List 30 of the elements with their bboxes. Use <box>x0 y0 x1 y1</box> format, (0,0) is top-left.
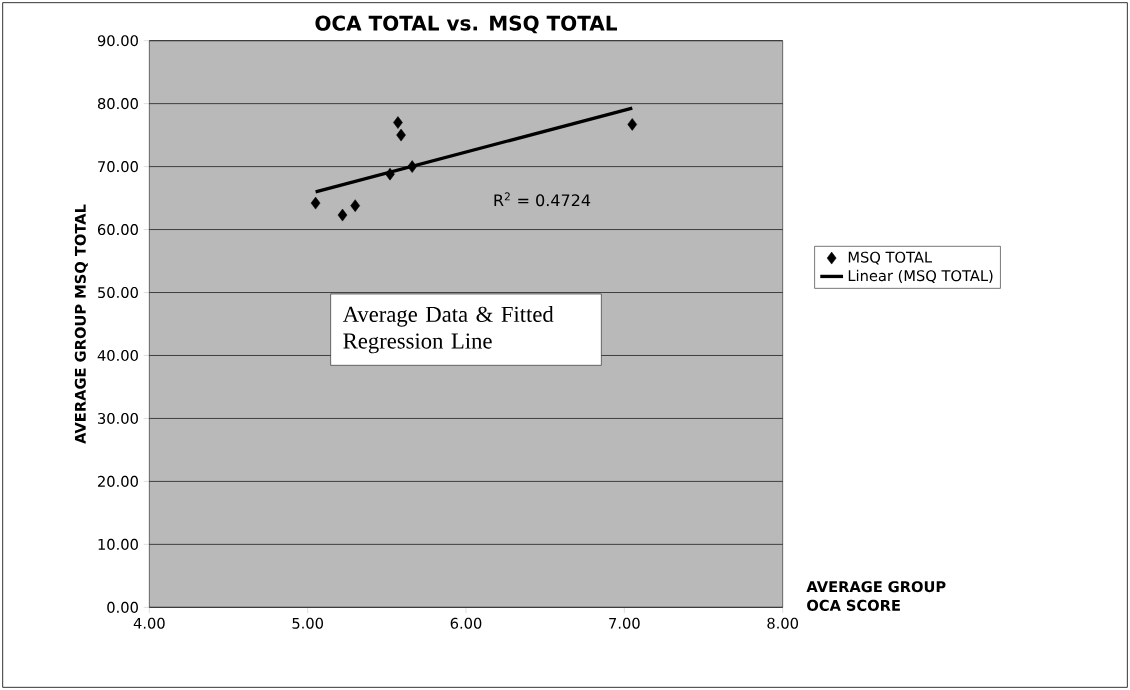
legend-label: MSQ TOTAL <box>848 251 933 265</box>
point <box>385 167 395 181</box>
x-axis-title: AVERAGE GROUP OCA SCORE <box>806 581 946 611</box>
y-tick-label: 40.00 <box>97 349 138 362</box>
point <box>396 128 406 142</box>
annotation: Average Data & Fitted Regression Line <box>342 306 554 354</box>
x-tick-label: 8.00 <box>767 617 799 629</box>
y-tick-label: 80.00 <box>97 98 138 110</box>
point <box>627 118 638 131</box>
x-tick-label: 5.00 <box>292 617 324 629</box>
point <box>407 160 417 173</box>
point <box>393 116 403 129</box>
annotation: R$^{2}$ = 0.4724 <box>494 192 591 207</box>
y-tick-label: 30.00 <box>98 412 138 424</box>
chart-title: OCA TOTAL vs. MSQ TOTAL <box>315 15 617 34</box>
y-tick-label: 60.00 <box>97 224 138 236</box>
x-tick-label: 4.00 <box>133 617 165 629</box>
y-tick-label: 10.00 <box>98 538 138 550</box>
y-axis-title: AVERAGE GROUP MSQ TOTAL <box>74 204 88 444</box>
y-tick-label: 0.00 <box>107 601 138 613</box>
x-tick-label: 6.00 <box>450 617 482 629</box>
point <box>350 199 360 212</box>
y-tick-label: 90.00 <box>97 35 138 47</box>
x-tick-label: 7.00 <box>609 617 640 629</box>
y-tick-label: 70.00 <box>98 161 138 173</box>
point <box>310 196 321 210</box>
y-tick-label: 20.00 <box>98 475 138 487</box>
legend-label: Linear (MSQ TOTAL) <box>848 269 993 283</box>
y-tick-label: 50.00 <box>98 286 138 299</box>
point <box>337 208 348 222</box>
